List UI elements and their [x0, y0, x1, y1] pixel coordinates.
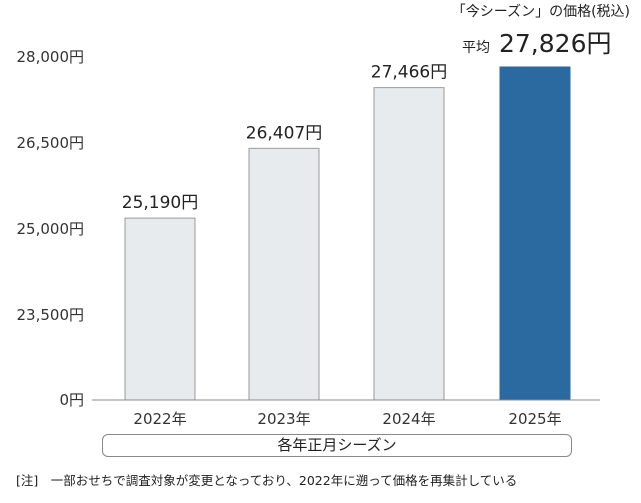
data-label: 26,407円 — [246, 123, 322, 143]
y-tick-label: 23,500円 — [17, 306, 85, 324]
y-tick-label: 26,500円 — [17, 134, 85, 152]
footnote: [注] 一部おせちで調査対象が変更となっており、2022年に遡って価格を再集計し… — [16, 473, 518, 488]
bar-2022年 — [124, 217, 196, 401]
bar-2025年 — [499, 66, 571, 401]
bar-2024年 — [373, 87, 445, 401]
y-tick-label: 28,000円 — [17, 48, 85, 66]
highlight-prefix: 平均 — [462, 40, 490, 56]
data-label: 27,826円 — [499, 29, 611, 58]
x-tick-label: 2024年 — [382, 410, 435, 428]
data-label: 25,190円 — [122, 193, 198, 213]
highlight-caption: 「今シーズン」の価格(税込) — [452, 4, 630, 20]
y-tick-label: 0円 — [59, 391, 84, 409]
bar-chart: 0円 23,500円 25,000円 26,500円 28,000円 2022年 2023… — [17, 4, 631, 428]
x-tick-label: 2025年 — [508, 410, 561, 428]
y-tick-label: 25,000円 — [17, 220, 85, 238]
x-tick-label: 2023年 — [257, 410, 310, 428]
data-label: 27,466円 — [371, 63, 447, 83]
x-tick-label: 2022年 — [133, 410, 186, 428]
bar-2023年 — [248, 147, 320, 401]
x-axis-caption: 各年正月シーズン — [102, 434, 572, 457]
